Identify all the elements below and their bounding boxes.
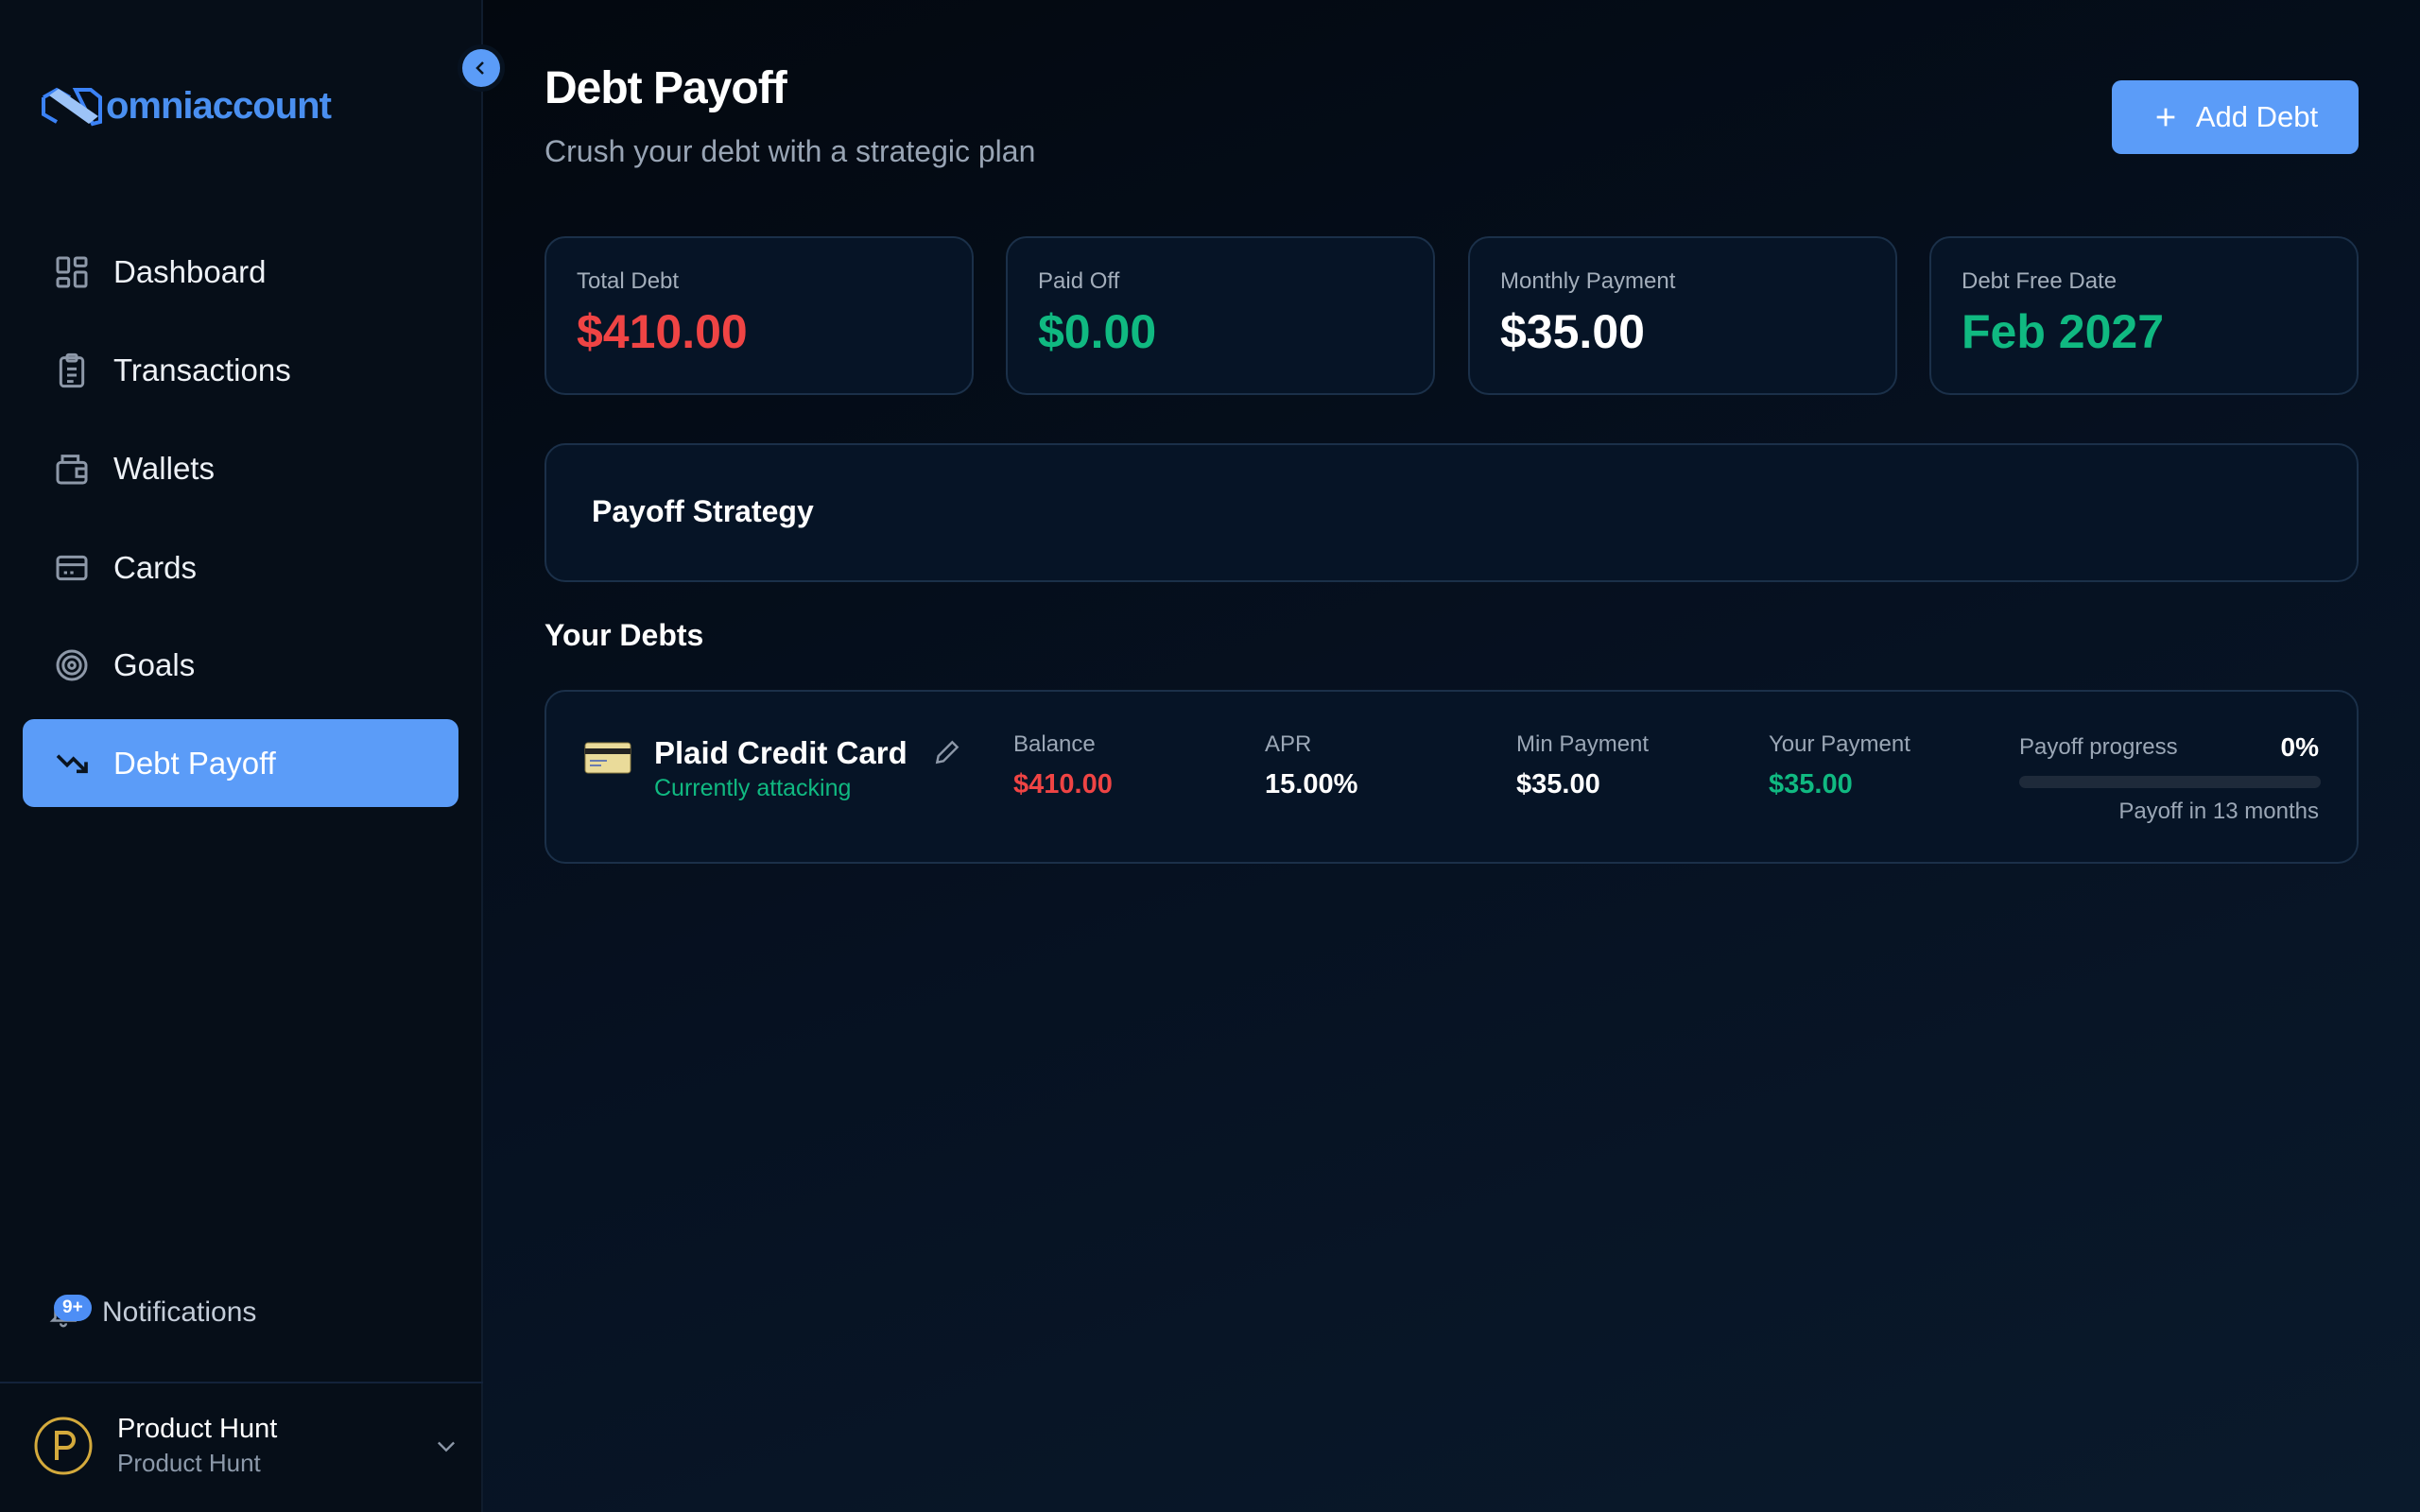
chevron-down-icon[interactable]: [433, 1433, 459, 1459]
add-debt-label: Add Debt: [2195, 100, 2319, 133]
stat-label: Monthly Payment: [1500, 268, 1676, 294]
payoff-strategy-card[interactable]: Payoff Strategy: [544, 443, 2359, 582]
sidebar: omniaccount Dashboard Transactions Walle…: [0, 0, 500, 1512]
page-title: Debt Payoff: [544, 63, 787, 113]
add-debt-button[interactable]: Add Debt: [2112, 80, 2359, 154]
apr-value: 15.00%: [1265, 769, 1358, 799]
logo-icon: [42, 87, 102, 126]
payoff-progress-percent: 0%: [2280, 732, 2319, 762]
profile-switcher[interactable]: Product Hunt Product Hunt: [32, 1414, 459, 1478]
sidebar-item-label: Cards: [113, 549, 198, 585]
notifications-label: Notifications: [102, 1297, 257, 1328]
avatar: [34, 1417, 93, 1475]
debt-status: Currently attacking: [654, 775, 852, 801]
collapse-sidebar-button[interactable]: [462, 49, 500, 87]
balance-value: $410.00: [1013, 769, 1113, 799]
logo[interactable]: omniaccount: [42, 85, 332, 128]
stat-card-total-debt: Total Debt $410.00: [544, 236, 974, 395]
divider: [0, 1382, 483, 1383]
balance-label: Balance: [1013, 731, 1096, 757]
profile-name: Product Hunt: [117, 1414, 278, 1444]
payoff-progress-label: Payoff progress: [2019, 734, 2178, 760]
payoff-estimate: Payoff in 13 months: [2118, 799, 2319, 824]
credit-card-icon: [56, 555, 88, 580]
page-subtitle: Crush your debt with a strategic plan: [544, 134, 1036, 168]
stat-label: Total Debt: [577, 268, 680, 294]
credit-card-emoji-icon: [584, 742, 631, 774]
profile-subtitle: Product Hunt: [117, 1449, 261, 1477]
sidebar-item-label: Transactions: [113, 352, 291, 387]
trending-down-icon: [56, 753, 88, 773]
clipboard-icon: [59, 352, 85, 387]
sidebar-item-label: Debt Payoff: [113, 745, 276, 781]
stat-label: Debt Free Date: [1962, 268, 2118, 294]
debt-item[interactable]: Plaid Credit Card Currently attacking Ba…: [544, 690, 2359, 864]
your-payment-value: $35.00: [1769, 769, 1853, 799]
your-debts-heading: Your Debts: [544, 618, 704, 652]
stat-card-paid-off: Paid Off $0.00: [1006, 236, 1435, 395]
stat-label: Paid Off: [1038, 268, 1120, 294]
stat-value: $0.00: [1038, 305, 1157, 358]
sidebar-item-cards[interactable]: Cards: [23, 524, 458, 611]
sidebar-item-debt-payoff[interactable]: Debt Payoff: [23, 719, 458, 807]
your-payment-label: Your Payment: [1769, 731, 1910, 757]
chevron-left-icon: [475, 61, 484, 75]
stat-card-monthly-payment: Monthly Payment $35.00: [1468, 236, 1897, 395]
apr-label: APR: [1265, 731, 1312, 757]
sidebar-item-label: Goals: [113, 646, 196, 682]
min-payment-label: Min Payment: [1516, 731, 1650, 757]
grid-icon: [56, 256, 88, 287]
pencil-icon[interactable]: [932, 737, 962, 767]
sidebar-item-goals[interactable]: Goals: [23, 621, 458, 709]
stat-value: $410.00: [577, 305, 748, 358]
payoff-strategy-title: Payoff Strategy: [592, 494, 814, 528]
debt-name: Plaid Credit Card: [654, 735, 908, 770]
sidebar-item-label: Dashboard: [113, 253, 267, 289]
stat-card-debt-free-date: Debt Free Date Feb 2027: [1929, 236, 2359, 395]
stat-value: Feb 2027: [1962, 305, 2165, 358]
min-payment-value: $35.00: [1516, 769, 1600, 799]
wallet-icon: [56, 454, 88, 484]
notifications-button[interactable]: Notifications: [47, 1297, 256, 1329]
sidebar-item-wallets[interactable]: Wallets: [23, 424, 458, 512]
notification-badge: 9+: [54, 1295, 92, 1321]
target-icon: [56, 649, 88, 680]
sidebar-item-label: Wallets: [113, 450, 215, 486]
plus-icon: [2156, 108, 2175, 127]
logo-text: omniaccount: [106, 85, 332, 127]
stat-value: $35.00: [1500, 305, 1645, 358]
payoff-progress-bar: [2019, 776, 2321, 788]
sidebar-item-dashboard[interactable]: Dashboard: [23, 228, 458, 316]
sidebar-item-transactions[interactable]: Transactions: [23, 326, 458, 414]
